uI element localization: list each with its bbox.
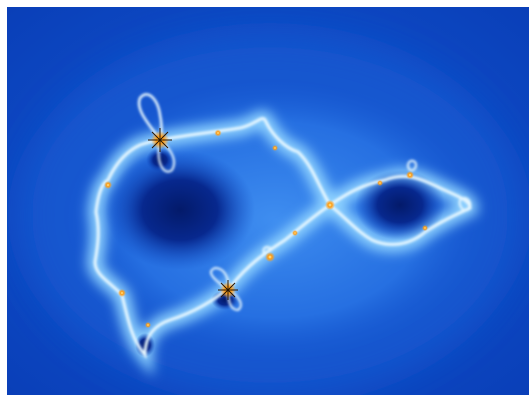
border-top <box>0 0 529 7</box>
border-bottom <box>0 395 529 401</box>
border-left <box>0 0 7 401</box>
sparkles <box>104 128 428 328</box>
